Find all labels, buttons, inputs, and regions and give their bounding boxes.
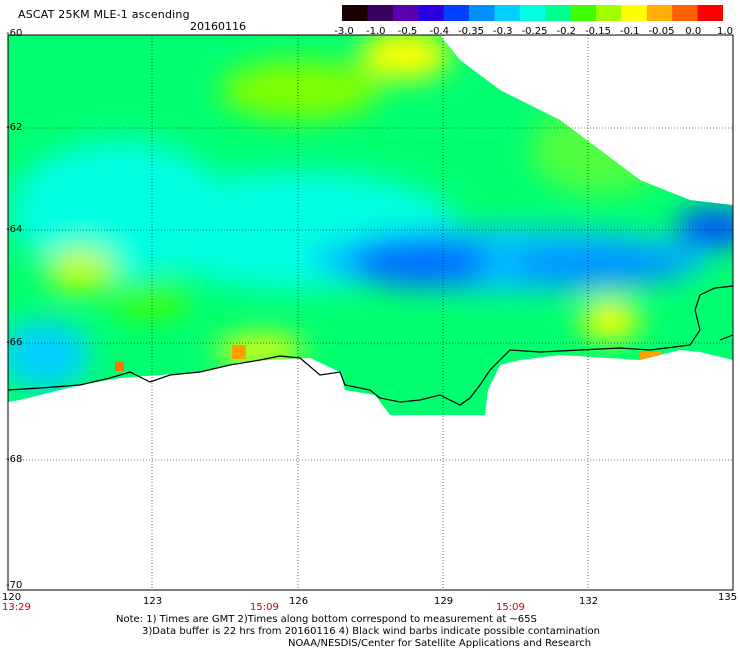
colorbar-swatch [392, 5, 419, 21]
lat-label: -68 [6, 454, 23, 465]
colorbar-swatch [545, 5, 572, 21]
colorbar [342, 5, 723, 21]
colorbar-tick-label: -0.35 [458, 26, 484, 37]
colorbar-swatch [367, 5, 394, 21]
colorbar-tick-label: -0.2 [556, 26, 577, 37]
product-title: ASCAT 25KM MLE-1 ascending [18, 8, 190, 21]
colorbar-tick-label: -0.25 [521, 26, 548, 37]
colorbar-tick-label: -0.05 [648, 26, 675, 37]
lat-label: -62 [6, 122, 23, 133]
colorbar-swatch [570, 5, 597, 21]
colorbar-tick-label: -0.3 [492, 26, 513, 37]
colorbar-tick-label: -1.0 [365, 26, 386, 37]
colorbar-swatch [621, 5, 648, 21]
note-line: Note: 1) Times are GMT 2)Times along bot… [116, 614, 537, 625]
coastline-bay [719, 334, 734, 341]
note-line: NOAA/NESDIS/Center for Satellite Applica… [288, 638, 592, 649]
swath-field [8, 35, 733, 415]
lon-label: 126 [289, 596, 309, 607]
colorbar-labels: -3.0 -1.0 -0.5 -0.4 -0.35 -0.3 -0.25 -0.2 -0.15-… [334, 26, 736, 38]
colorbar-tick-label: 0.0 [685, 26, 702, 37]
lon-label: 123 [143, 596, 163, 607]
lon-label: 135 [718, 592, 738, 603]
time-label: 15:09 [250, 602, 279, 613]
colorbar-tick-label: -3.0 [334, 26, 354, 37]
lat-label: -66 [6, 337, 23, 348]
lon-label: 120 [2, 592, 22, 603]
product-date: 20160116 [190, 20, 246, 33]
colorbar-tick-label: -0.4 [429, 26, 450, 37]
lat-label: -70 [6, 580, 23, 591]
time-label: 13:29 [2, 602, 31, 613]
colorbar-tick-label: -0.1 [619, 26, 640, 37]
graticule [8, 35, 733, 590]
lon-label: 132 [579, 596, 599, 607]
colorbar-tick-label: 1.0 [717, 26, 733, 37]
lat-label: -64 [6, 224, 23, 235]
colorbar-swatch [519, 5, 546, 21]
colorbar-tick-label: -0.5 [397, 26, 418, 37]
colorbar-swatch [596, 5, 622, 21]
lon-label: 129 [434, 596, 454, 607]
colorbar-swatch [469, 5, 495, 21]
colorbar-swatch [494, 5, 521, 21]
colorbar-swatch [672, 5, 699, 21]
colorbar-tick-label: -0.15 [585, 26, 611, 37]
lat-label: -60 [6, 28, 23, 39]
colorbar-swatch [697, 5, 723, 21]
colorbar-swatch [443, 5, 470, 21]
coastline [7, 285, 734, 406]
colorbar-swatch [646, 5, 673, 21]
time-label: 15:09 [496, 602, 525, 613]
note-line: 3)Data buffer is 22 hrs from 20160116 4)… [142, 626, 600, 637]
colorbar-swatch [418, 5, 445, 21]
colorbar-swatch [342, 5, 368, 21]
